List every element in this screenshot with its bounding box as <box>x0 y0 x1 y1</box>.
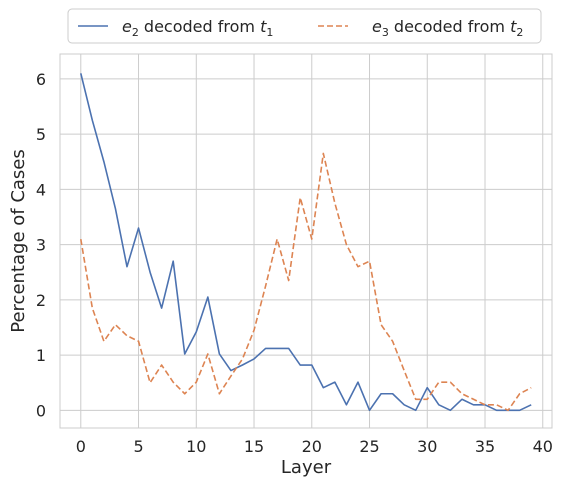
x-tick-label: 0 <box>76 437 86 456</box>
legend-label-series-2: e3 decoded from t2 <box>372 17 523 39</box>
tick-labels: 0 5 10 15 20 25 30 35 40 0 1 2 3 4 5 6 <box>36 70 553 456</box>
series-line-2 <box>80 152 532 412</box>
x-tick-label: 30 <box>417 437 437 456</box>
series-lines <box>80 73 532 412</box>
legend-label-series-1: e2 decoded from t1 <box>122 17 273 39</box>
x-tick-label: 25 <box>359 437 379 456</box>
y-tick-label: 2 <box>36 291 46 310</box>
x-tick-label: 5 <box>133 437 143 456</box>
x-tick-label: 20 <box>302 437 322 456</box>
y-tick-label: 3 <box>36 236 46 255</box>
legend: e2 decoded from t1 e3 decoded from t2 <box>67 8 542 44</box>
grid-lines <box>60 54 552 428</box>
plot-area <box>59 53 553 429</box>
x-tick-label: 35 <box>475 437 495 456</box>
legend-box <box>67 8 542 44</box>
x-tick-label: 15 <box>244 437 264 456</box>
y-tick-label: 5 <box>36 125 46 144</box>
y-tick-label: 4 <box>36 180 46 199</box>
y-tick-label: 1 <box>36 346 46 365</box>
series-line-1 <box>80 73 532 412</box>
x-tick-label: 10 <box>186 437 206 456</box>
y-tick-label: 0 <box>36 401 46 420</box>
x-tick-label: 40 <box>533 437 553 456</box>
y-tick-label: 6 <box>36 70 46 89</box>
y-axis-label: Percentage of Cases <box>8 149 29 332</box>
x-axis-label: Layer <box>281 457 332 478</box>
